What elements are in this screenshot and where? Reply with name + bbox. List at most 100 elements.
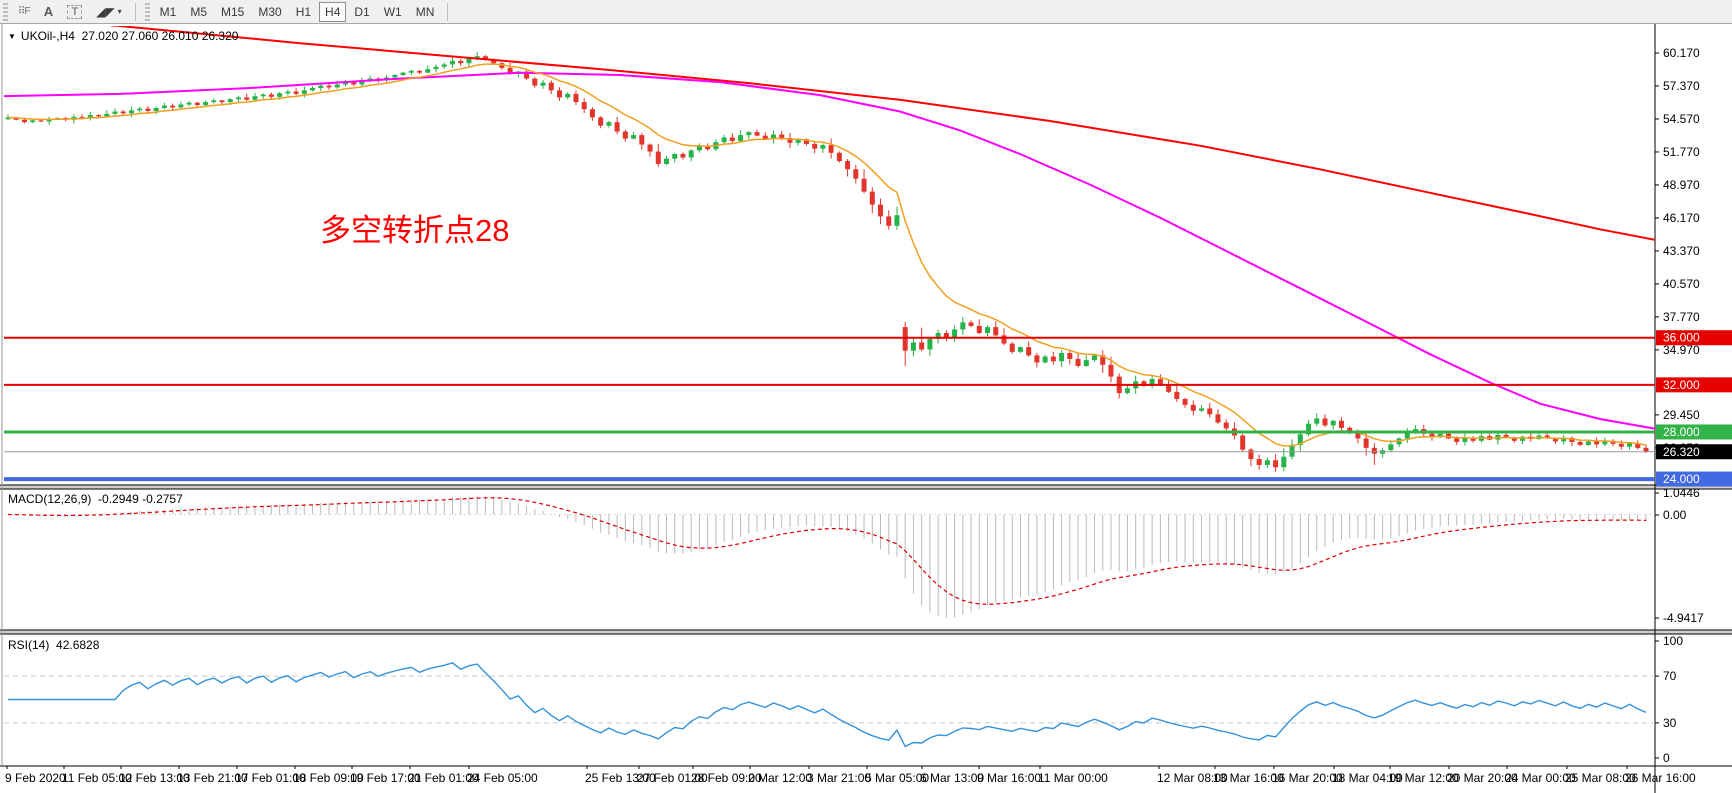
toolbar-separator (447, 2, 449, 21)
tab-timeframe-M15[interactable]: M15 (221, 4, 245, 19)
svg-text:3 Mar 21:00: 3 Mar 21:00 (807, 771, 871, 785)
tab-timeframe-H4[interactable]: H4 (319, 1, 347, 22)
svg-text:32.000: 32.000 (1663, 378, 1700, 392)
price-axis: 60.170 57.370 54.570 51.770 48.970 46.170 43.3… (1655, 46, 1732, 487)
svg-text:37.770: 37.770 (1663, 310, 1700, 324)
svg-text:19 Feb 17:00: 19 Feb 17:00 (350, 771, 421, 785)
svg-text:100: 100 (1663, 634, 1683, 648)
chart-annotation-text: 多空转折点28 (320, 213, 510, 248)
svg-text:18 Mar 04:00: 18 Mar 04:00 (1332, 771, 1403, 785)
svg-text:0.00: 0.00 (1663, 508, 1687, 522)
rsi-value: 42.6828 (56, 638, 100, 652)
rsi-name: RSI(14) (8, 638, 50, 652)
tab-timeframe-M30[interactable]: M30 (258, 4, 282, 19)
svg-text:19 Mar 12:00: 19 Mar 12:00 (1388, 771, 1459, 785)
svg-text:46.170: 46.170 (1663, 211, 1700, 225)
macd-histogram (15, 496, 1647, 618)
price-label-32.000: 32.000 (1656, 377, 1732, 393)
svg-text:5 Mar 05:00: 5 Mar 05:00 (865, 771, 929, 785)
price-label-26.320: 26.320 (1656, 444, 1732, 460)
svg-text:26.320: 26.320 (1663, 445, 1700, 459)
svg-text:13 Feb 21:00: 13 Feb 21:00 (177, 771, 248, 785)
svg-text:24.000: 24.000 (1663, 472, 1700, 486)
price-label-36.000: 36.000 (1656, 330, 1732, 346)
svg-text:57.370: 57.370 (1663, 79, 1700, 93)
svg-text:24 Mar 00:00: 24 Mar 00:00 (1505, 771, 1576, 785)
svg-text:43.370: 43.370 (1663, 244, 1700, 258)
svg-text:16 Mar 20:00: 16 Mar 20:00 (1272, 771, 1343, 785)
toolbar-separator (134, 2, 136, 21)
price-label-28.000: 28.000 (1656, 424, 1732, 440)
toolbar-grip[interactable] (144, 2, 150, 21)
ohlc-values: 27.020 27.060 26.010 26.320 (81, 29, 239, 43)
svg-text:-4.9417: -4.9417 (1663, 611, 1704, 625)
svg-text:12 Mar 08:00: 12 Mar 08:00 (1157, 771, 1228, 785)
svg-text:17 Feb 01:00: 17 Feb 01:00 (235, 771, 306, 785)
svg-text:13 Mar 16:00: 13 Mar 16:00 (1213, 771, 1284, 785)
macd-name: MACD(12,26,9) (8, 492, 92, 506)
svg-text:25 Feb 13:00: 25 Feb 13:00 (585, 771, 656, 785)
timeframe-buttons: M1 M5 M15 M30 H1 H4 D1 W1 MN (153, 1, 442, 22)
toolbar: ⠿F A T ◢◤ ▾ M1 M5 M15 M30 H1 H4 D1 W1 MN (0, 0, 1732, 24)
tab-timeframe-W1[interactable]: W1 (383, 4, 402, 19)
svg-text:30: 30 (1663, 716, 1677, 730)
symbol-label: UKOil-,H4 (20, 29, 75, 43)
tab-timeframe-M5[interactable]: M5 (190, 4, 207, 19)
tab-timeframe-M1[interactable]: M1 (159, 4, 177, 19)
svg-text:18 Feb 09:00: 18 Feb 09:00 (293, 771, 364, 785)
svg-text:0: 0 (1663, 751, 1670, 765)
svg-text:36.000: 36.000 (1663, 331, 1700, 345)
svg-text:25 Mar 08:00: 25 Mar 08:00 (1565, 771, 1636, 785)
rsi-indicator-label: RSI(14) 42.6828 (8, 638, 99, 652)
svg-text:24 Feb 05:00: 24 Feb 05:00 (467, 771, 538, 785)
collapse-icon[interactable]: ▼ (8, 32, 16, 41)
line-studies-icon[interactable]: ◢◤ ▾ (96, 4, 122, 19)
svg-text:21 Feb 01:00: 21 Feb 01:00 (408, 771, 479, 785)
macd-axis: 1.0446 0.00 -4.9417 (1655, 486, 1704, 625)
svg-text:6 Mar 13:00: 6 Mar 13:00 (920, 771, 984, 785)
svg-text:28 Feb 09:00: 28 Feb 09:00 (691, 771, 762, 785)
tab-timeframe-MN[interactable]: MN (415, 4, 435, 19)
svg-text:70: 70 (1663, 669, 1677, 683)
svg-text:11 Mar 00:00: 11 Mar 00:00 (1038, 771, 1108, 785)
price-label-24.000: 24.000 (1656, 471, 1732, 487)
symbol-title: ▼ UKOil-,H4 27.020 27.060 26.010 26.320 (8, 29, 238, 43)
templates-icon[interactable]: ⠿F (18, 6, 30, 17)
svg-text:40.570: 40.570 (1663, 277, 1700, 291)
macd-signal-line (7, 497, 1647, 605)
chevron-down-icon[interactable]: ▾ (117, 7, 122, 16)
svg-text:60.170: 60.170 (1663, 46, 1700, 60)
svg-text:34.970: 34.970 (1663, 343, 1700, 357)
chart-canvas[interactable]: 60.170 57.370 54.570 51.770 48.970 46.170 43.3… (0, 24, 1732, 793)
toolbar-tools: ⠿F A T ◢◤ ▾ (11, 2, 129, 22)
macd-values: -0.2949 -0.2757 (98, 492, 183, 506)
ma-red-line (108, 26, 1655, 241)
svg-text:2 Mar 12:00: 2 Mar 12:00 (748, 771, 812, 785)
svg-text:54.570: 54.570 (1663, 112, 1700, 126)
ma-magenta-line (4, 71, 1655, 430)
ma-orange-line (7, 63, 1647, 447)
svg-text:51.770: 51.770 (1663, 145, 1700, 159)
svg-text:28.000: 28.000 (1663, 425, 1700, 439)
svg-text:11 Feb 05:00: 11 Feb 05:00 (62, 771, 132, 785)
svg-text:12 Feb 13:00: 12 Feb 13:00 (119, 771, 190, 785)
text-label-icon[interactable]: T (61, 2, 88, 22)
candles-series (5, 52, 1649, 472)
svg-text:1.0446: 1.0446 (1663, 486, 1700, 500)
svg-text:26 Mar 16:00: 26 Mar 16:00 (1625, 771, 1696, 785)
cursor-icon[interactable]: A (43, 4, 54, 19)
tab-timeframe-D1[interactable]: D1 (354, 4, 370, 19)
svg-text:20 Mar 20:00: 20 Mar 20:00 (1447, 771, 1518, 785)
tab-timeframe-H1[interactable]: H1 (295, 4, 312, 19)
svg-text:9 Feb 2020: 9 Feb 2020 (5, 771, 66, 785)
rsi-line (8, 662, 1647, 748)
svg-text:9 Mar 16:00: 9 Mar 16:00 (977, 771, 1041, 785)
rsi-axis: 100 70 30 0 (1655, 634, 1683, 765)
toolbar-grip[interactable] (3, 2, 8, 21)
macd-indicator-label: MACD(12,26,9) -0.2949 -0.2757 (8, 492, 183, 506)
svg-text:29.450: 29.450 (1663, 408, 1700, 422)
svg-text:48.970: 48.970 (1663, 178, 1700, 192)
svg-text:27 Feb 01:00: 27 Feb 01:00 (637, 771, 708, 785)
